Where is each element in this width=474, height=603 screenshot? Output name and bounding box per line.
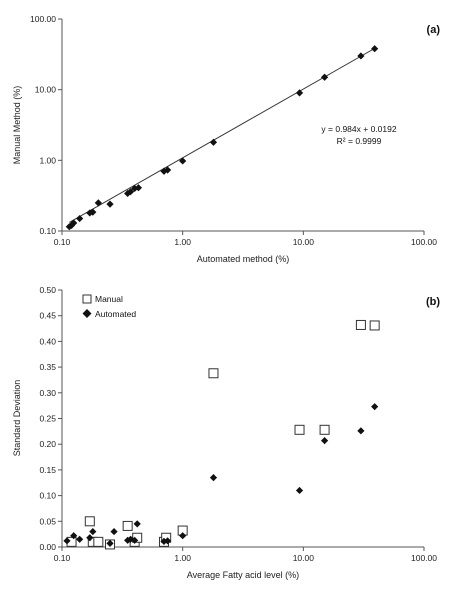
chart-a-x-axis-label: Automated method (%)	[197, 254, 290, 264]
chart-b-point-manual	[319, 424, 330, 435]
chart-b-point-automated	[76, 535, 84, 543]
chart-b-legend: Manual Automated	[82, 294, 136, 319]
legend-marker-manual	[82, 294, 92, 304]
chart-b-panel-label: (b)	[426, 296, 440, 308]
chart-a-axes	[61, 19, 424, 232]
chart-a-y-tick-label: 1.00	[39, 155, 56, 165]
chart-a-point	[209, 138, 218, 146]
chart-b-point-manual	[84, 516, 95, 527]
chart-a-equation: y = 0.984x + 0.0192	[321, 124, 396, 134]
chart-b: 0.10 1.00 10.00 100.00 0.00 0.05 0.10 0.15 0.20…	[12, 285, 440, 580]
chart-a-point	[371, 45, 379, 53]
chart-a-x-ticks: 0.10 1.00 10.00 100.00	[54, 231, 437, 247]
chart-b-point-manual	[93, 536, 104, 547]
chart-a-point	[295, 89, 304, 97]
chart-b-y-tick-label: 0.20	[39, 439, 56, 449]
chart-b-x-tick-label: 0.10	[54, 553, 71, 563]
legend-label-manual: Manual	[95, 294, 123, 304]
chart-a-x-tick-label: 100.00	[411, 237, 437, 247]
chart-b-point-manual	[294, 424, 305, 435]
chart-a-trendline	[69, 47, 375, 223]
chart-a-x-tick-label: 1.00	[174, 237, 191, 247]
chart-b-point-automated	[126, 535, 135, 543]
chart-a-point	[357, 52, 365, 60]
chart-b-point-automated	[131, 536, 139, 544]
chart-b-point-automated	[63, 537, 71, 545]
chart-b-point-manual	[369, 320, 380, 331]
chart-b-x-axis-label: Average Fatty acid level (%)	[187, 570, 299, 580]
chart-b-point-manual	[122, 520, 133, 531]
chart-b-point-automated	[163, 537, 172, 545]
chart-b-point-automated	[110, 527, 118, 536]
chart-b-y-tick-label: 0.25	[39, 414, 56, 424]
chart-a-x-tick-label: 10.00	[293, 237, 315, 247]
chart-b-x-tick-label: 1.00	[174, 553, 191, 563]
chart-b-point-automated	[179, 532, 187, 540]
chart-b-y-tick-label: 0.10	[39, 491, 56, 501]
chart-a-point	[126, 188, 135, 196]
chart-a-r-squared: R² = 0.9999	[337, 136, 382, 146]
chart-b-point-manual	[208, 368, 219, 379]
chart-a-y-ticks: 0.10 1.00 10.00 100.00	[30, 14, 62, 236]
chart-b-y-tick-label: 0.45	[39, 311, 56, 321]
chart-a-y-tick-label: 0.10	[39, 226, 56, 236]
chart-b-point-automated	[371, 403, 379, 411]
chart-a-point	[179, 157, 187, 165]
chart-b-y-tick-label: 0.30	[39, 388, 56, 398]
chart-b-y-tick-label: 0.05	[39, 516, 56, 526]
chart-a-point	[106, 200, 114, 208]
chart-a-point	[70, 219, 78, 227]
chart-b-point-automated	[295, 486, 304, 495]
chart-b-x-tick-label: 100.00	[411, 553, 437, 563]
chart-b-y-tick-label: 0.35	[39, 362, 56, 372]
chart-a-panel-label: (a)	[427, 24, 441, 36]
chart-b-series-manual	[66, 319, 380, 550]
chart-b-y-axis-label: Standard Deviation	[12, 380, 22, 457]
chart-a-y-tick-label: 100.00	[30, 14, 56, 24]
chart-b-x-ticks: 0.10 1.00 10.00 100.00	[54, 547, 437, 563]
chart-b-point-automated	[86, 534, 94, 542]
chart-b-point-automated	[70, 532, 78, 540]
legend-marker-automated	[82, 309, 92, 318]
chart-b-series-automated	[63, 403, 379, 548]
chart-b-point-automated	[133, 520, 141, 528]
chart-b-y-ticks: 0.00 0.05 0.10 0.15 0.20 0.25 0.30 0.35 0.40 0.45…	[39, 285, 62, 552]
chart-a-point	[134, 184, 143, 192]
chart-b-point-automated	[160, 537, 168, 545]
chart-b-point-automated	[106, 539, 114, 548]
chart-a-point	[94, 199, 102, 207]
chart-b-point-automated	[209, 474, 218, 482]
chart-b-point-automated	[320, 437, 329, 445]
chart-a-point	[89, 208, 97, 216]
chart-b-point-manual	[355, 319, 366, 330]
chart-b-point-automated	[357, 427, 365, 435]
chart-b-y-tick-label: 0.15	[39, 465, 56, 475]
chart-b-point-automated	[89, 527, 97, 536]
chart-a-point	[76, 214, 84, 223]
chart-b-point-manual	[132, 532, 143, 543]
chart-b-y-tick-label: 0.40	[39, 336, 56, 346]
chart-a-point	[67, 221, 76, 230]
chart-a-point	[163, 166, 172, 174]
chart-a-point	[320, 73, 329, 81]
chart-a-points	[65, 45, 379, 231]
chart-a: 0.10 1.00 10.00 100.00 0.101.0010.00100.00 …	[12, 14, 440, 264]
chart-a-y-tick-label: 10.00	[35, 85, 57, 95]
chart-a-x-tick-label: 0.10	[54, 237, 71, 247]
chart-b-y-tick-label: 0.50	[39, 285, 56, 295]
legend-label-automated: Automated	[95, 309, 136, 319]
chart-b-y-tick-label: 0.00	[39, 542, 56, 552]
chart-b-x-tick-label: 10.00	[293, 553, 315, 563]
chart-a-y-axis-label: Manual Method (%)	[12, 86, 22, 165]
